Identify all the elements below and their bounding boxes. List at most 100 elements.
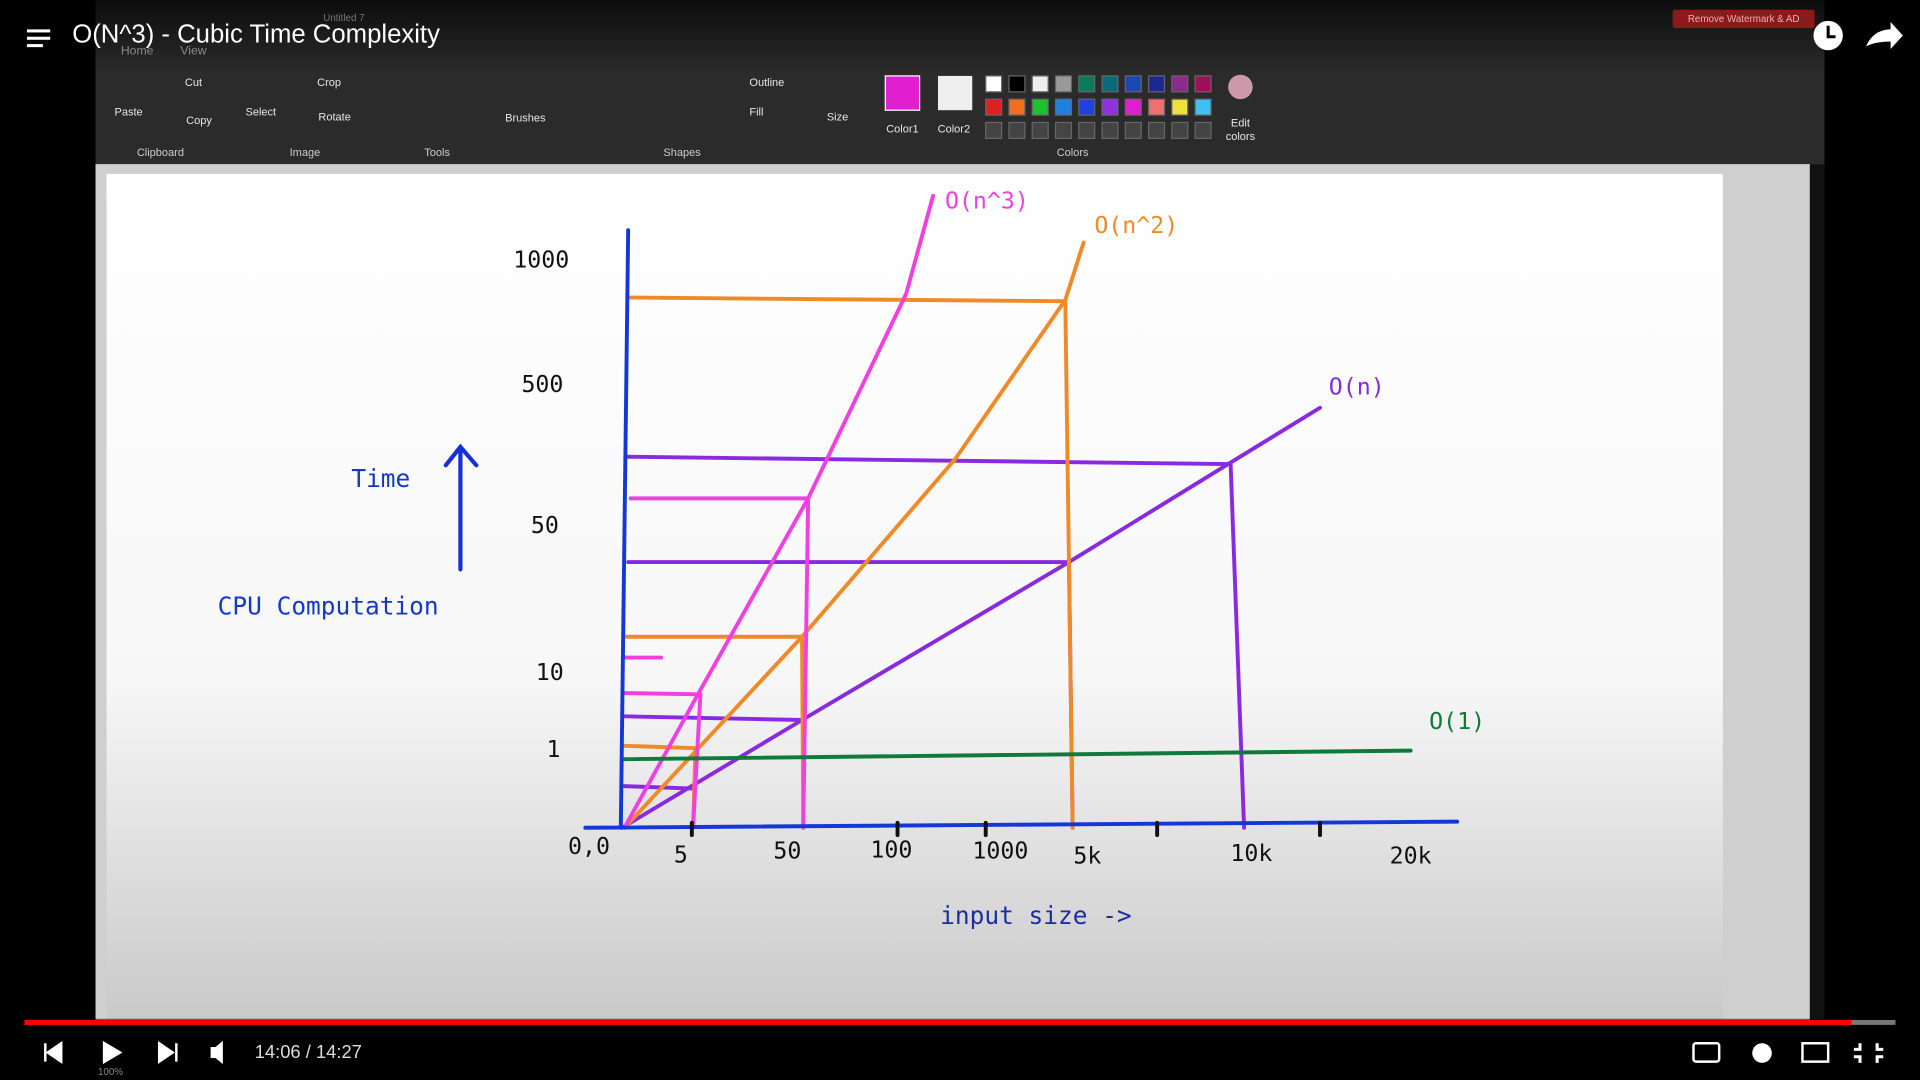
captions[interactable]	[1692, 1042, 1721, 1063]
palette-empty[interactable]	[1101, 121, 1119, 139]
next[interactable]	[157, 1040, 178, 1064]
tab[interactable]: Home	[121, 44, 154, 58]
share[interactable]	[1866, 22, 1903, 49]
palette-empty[interactable]	[985, 121, 1003, 139]
sketch-line	[624, 454, 1231, 467]
previous[interactable]	[44, 1040, 63, 1064]
palette-color[interactable]	[1171, 75, 1189, 93]
menu-icon[interactable]	[26, 29, 51, 48]
sketch-line	[1063, 299, 1075, 830]
palette-color[interactable]	[985, 98, 1003, 116]
sketch-line	[622, 193, 936, 830]
y-label: 10	[536, 659, 564, 686]
palette-empty[interactable]	[1008, 121, 1026, 139]
x-label: 1000	[972, 838, 1028, 865]
color2-swatch[interactable]	[937, 75, 973, 111]
edit-colors-icon[interactable]	[1228, 74, 1253, 100]
curve-label: O(1)	[1429, 708, 1485, 735]
palette-color[interactable]	[1078, 98, 1096, 116]
play[interactable]	[102, 1040, 123, 1065]
palette-color[interactable]	[1101, 75, 1119, 93]
exit-fullscreen[interactable]	[1853, 1043, 1884, 1063]
cast[interactable]	[1801, 1042, 1830, 1063]
palette-color[interactable]	[1147, 98, 1166, 116]
curve-label: O(n)	[1329, 374, 1385, 401]
ribbon-button[interactable]: Color2	[938, 124, 970, 136]
ribbon-group: Shapes	[663, 147, 701, 159]
ribbon-button[interactable]: Color1	[886, 124, 918, 136]
tab[interactable]: View	[180, 44, 206, 58]
origin-label: 0,0	[568, 833, 610, 860]
ribbon-button[interactable]: Paste	[114, 107, 142, 119]
ribbon-button[interactable]: Size	[827, 111, 848, 123]
ribbon-button[interactable]: Edit colors	[1226, 118, 1256, 143]
palette-color[interactable]	[1194, 98, 1212, 116]
sketch-line	[1228, 462, 1247, 830]
ribbon-group: Clipboard	[137, 147, 184, 159]
palette-color[interactable]	[1101, 98, 1119, 116]
settings[interactable]	[1752, 1043, 1772, 1063]
palette-color[interactable]	[1124, 75, 1142, 93]
curve-label: O(n^2)	[1094, 212, 1178, 239]
palette-color[interactable]	[1147, 75, 1166, 93]
palette-color[interactable]	[1171, 98, 1189, 116]
watermark-button[interactable]	[1672, 9, 1815, 29]
y-label: 1000	[513, 246, 569, 273]
palette-color[interactable]	[1194, 75, 1212, 93]
ribbon-button[interactable]: Cut	[185, 77, 202, 89]
ribbon-button-line[interactable]: Edit	[1231, 118, 1250, 130]
ribbon-button[interactable]: Copy	[186, 115, 212, 127]
controls-shade	[0, 1018, 1920, 1080]
volume[interactable]	[210, 1040, 223, 1065]
sketch	[583, 193, 1460, 838]
scrollbar	[1809, 164, 1825, 1022]
palette-empty[interactable]	[1124, 121, 1142, 139]
palette-empty[interactable]	[1054, 121, 1073, 139]
sketch-line	[622, 714, 804, 722]
palette-color[interactable]	[1008, 75, 1026, 93]
palette-color[interactable]	[1054, 98, 1073, 116]
palette-color[interactable]	[1031, 98, 1049, 116]
palette-color[interactable]	[985, 75, 1003, 93]
ribbon-button[interactable]: Rotate	[318, 111, 350, 123]
palette-color[interactable]	[1054, 75, 1073, 93]
sketch-line	[691, 692, 703, 830]
ribbon-group: Tools	[424, 147, 450, 159]
sketch-line	[620, 743, 698, 751]
ribbon-button[interactable]: Brushes	[505, 113, 546, 125]
ribbon-button-line[interactable]: colors	[1226, 131, 1256, 143]
palette-color[interactable]	[1078, 75, 1096, 93]
palette-empty[interactable]	[1194, 121, 1212, 139]
palette-empty[interactable]	[1031, 121, 1049, 139]
x-label: 5	[674, 841, 688, 868]
palette-color[interactable]	[1124, 98, 1142, 116]
x-label: 100	[870, 837, 912, 864]
watermark-label[interactable]: Remove Watermark & AD	[1688, 14, 1800, 25]
color1-swatch[interactable]	[884, 75, 921, 111]
clock-hand	[1826, 25, 1836, 39]
ribbon-button[interactable]: Select	[246, 107, 277, 119]
y-label: 1	[546, 736, 560, 763]
palette-color[interactable]	[1031, 75, 1049, 93]
curve-label: O(n^3)	[945, 188, 1029, 215]
title-shade	[0, 0, 1920, 74]
y-title: Time	[351, 464, 410, 493]
sketch-line	[583, 819, 1460, 830]
progress-played[interactable]	[24, 1020, 1852, 1025]
palette-empty[interactable]	[1147, 121, 1166, 139]
ribbon-button[interactable]: Fill	[749, 107, 763, 119]
document-name: Untitled 7	[323, 13, 364, 24]
sketch-line	[618, 228, 631, 830]
x-label: 10k	[1230, 840, 1272, 867]
video-title[interactable]: O(N^3) - Cubic Time Complexity	[72, 20, 440, 48]
y-label: 50	[531, 512, 559, 539]
ribbon-button[interactable]: Outline	[749, 77, 784, 89]
ribbon-button[interactable]: Crop	[317, 77, 341, 89]
palette-empty[interactable]	[1171, 121, 1189, 139]
sketch-line	[628, 295, 1068, 304]
palette-color[interactable]	[1008, 98, 1026, 116]
palette-empty[interactable]	[1078, 121, 1096, 139]
canvas	[106, 173, 1723, 1019]
y-label: 500	[521, 371, 563, 398]
